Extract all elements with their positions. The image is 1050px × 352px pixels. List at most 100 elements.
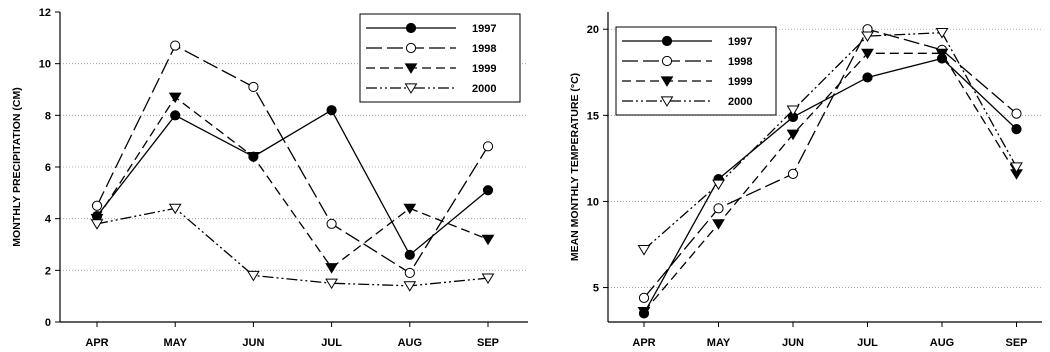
series-2000	[90, 203, 495, 292]
x-tick-label: APR	[85, 337, 108, 349]
data-point	[638, 292, 650, 303]
legend-label: 1997	[472, 23, 496, 35]
data-point	[787, 168, 799, 179]
y-axis-title: MEAN MONTHLY TEMPERATURE (°C)	[569, 73, 581, 261]
data-point	[404, 249, 415, 260]
data-point	[481, 234, 495, 246]
data-point	[935, 28, 949, 39]
series-line	[96, 96, 489, 269]
legend-label: 1998	[728, 56, 752, 68]
data-point	[247, 270, 260, 282]
series-1999	[90, 92, 495, 274]
y-tick-label: 0	[45, 317, 51, 329]
legend-box	[359, 13, 521, 103]
data-point	[786, 129, 800, 141]
legend-label: 1999	[728, 76, 752, 88]
data-point	[170, 110, 181, 121]
legend-marker	[660, 96, 674, 107]
data-point	[786, 105, 800, 117]
data-point	[713, 203, 724, 214]
data-point	[247, 152, 260, 163]
legend-label: 1998	[472, 43, 496, 55]
data-point	[482, 141, 494, 152]
x-tick-label: MAY	[163, 337, 187, 349]
legend-label: 1999	[472, 63, 496, 75]
series-line	[643, 52, 1018, 313]
data-point	[325, 278, 338, 290]
y-axis-title: MONTHLY PRECIPITATION (CM)	[11, 87, 23, 246]
data-point	[935, 48, 949, 60]
legend-marker	[405, 42, 417, 54]
data-point	[90, 219, 104, 230]
data-point	[404, 267, 415, 279]
series-line	[643, 57, 1017, 314]
data-point	[637, 245, 651, 256]
data-point	[90, 214, 104, 225]
legend-marker	[405, 22, 417, 34]
y-tick-label: 2	[45, 265, 51, 277]
data-point	[862, 72, 873, 83]
data-point	[248, 81, 259, 93]
y-tick-label: 10	[39, 59, 51, 71]
x-tick-label: AUG	[398, 337, 422, 349]
legend-marker	[661, 55, 673, 67]
series-line	[96, 44, 489, 274]
x-tick-label: APR	[632, 337, 655, 349]
data-point	[861, 48, 874, 60]
series-line	[643, 28, 1017, 299]
data-point	[712, 179, 725, 191]
legend: 1997 1998 1999 2000	[359, 13, 521, 103]
x-tick-label: SEP	[1005, 337, 1027, 349]
x-tick-label: JUN	[782, 337, 804, 349]
legend-label: 2000	[728, 96, 752, 108]
y-tick-label: 8	[45, 110, 51, 122]
data-point	[325, 263, 338, 274]
series-1998	[91, 40, 494, 279]
series-line	[643, 31, 1018, 251]
data-point	[861, 31, 874, 43]
x-tick-label: JUL	[857, 337, 878, 349]
y-tick-label: 6	[45, 162, 51, 174]
data-point	[1011, 108, 1022, 119]
series-1999	[637, 48, 1023, 318]
y-tick-label: 15	[587, 110, 599, 122]
data-point	[91, 200, 103, 211]
chart-temp: 5 10 15 20 APR MAY JUN JUL AUG SEP MEAN MONTHLY TE…	[569, 12, 1042, 349]
x-tick-label: MAY	[707, 337, 731, 349]
x-tick-label: SEP	[477, 337, 499, 349]
series-line	[96, 109, 489, 256]
data-point	[403, 281, 417, 292]
data-point	[168, 92, 182, 104]
y-tick-label: 12	[39, 7, 51, 19]
data-point	[403, 203, 417, 215]
chart-precip: 0 2 4 6 8 10 12 APR MAY JUN JUL AUG SEP MONTHLY PRECI…	[11, 7, 528, 349]
legend-label: 1997	[728, 36, 752, 48]
legend-marker	[661, 35, 673, 47]
data-point	[1011, 124, 1022, 135]
x-tick-label: AUG	[930, 337, 954, 349]
x-tick-label: JUL	[321, 337, 342, 349]
y-tick-label: 10	[587, 196, 599, 208]
data-point	[637, 307, 651, 318]
data-point	[481, 273, 495, 284]
series-2000	[637, 28, 1023, 256]
legend-marker	[660, 76, 674, 87]
y-tick-label: 5	[593, 283, 599, 295]
data-point	[326, 105, 337, 116]
data-point	[168, 203, 182, 215]
data-point	[170, 40, 181, 51]
data-point	[1010, 162, 1023, 173]
legend-marker	[404, 83, 418, 94]
series-1997	[638, 53, 1022, 319]
legend-label: 2000	[472, 83, 496, 95]
data-point	[712, 219, 725, 230]
y-tick-label: 4	[45, 214, 52, 226]
legend-marker	[404, 63, 418, 74]
x-tick-label: JUN	[242, 337, 264, 349]
legend: 1997 1998 1999 2000	[615, 26, 777, 116]
legend-box	[615, 26, 777, 116]
y-tick-label: 20	[587, 24, 599, 36]
data-point	[326, 218, 337, 229]
